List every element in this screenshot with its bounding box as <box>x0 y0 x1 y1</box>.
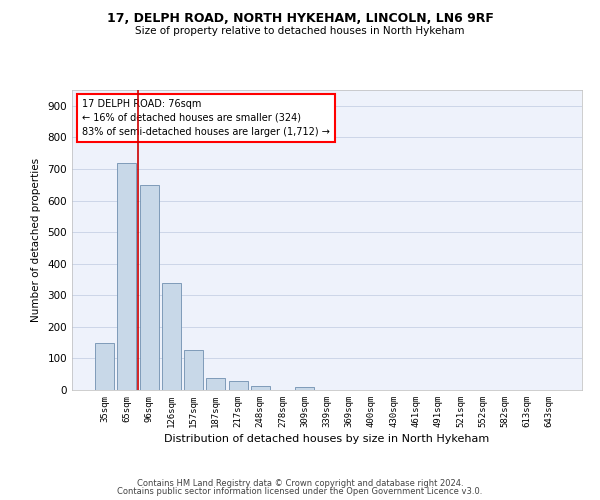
X-axis label: Distribution of detached houses by size in North Hykeham: Distribution of detached houses by size … <box>164 434 490 444</box>
Bar <box>118 162 136 390</box>
Text: Size of property relative to detached houses in North Hykeham: Size of property relative to detached ho… <box>135 26 465 36</box>
Text: Contains public sector information licensed under the Open Government Licence v3: Contains public sector information licen… <box>118 487 482 496</box>
Bar <box>140 184 158 390</box>
Bar <box>229 381 248 390</box>
Y-axis label: Number of detached properties: Number of detached properties <box>31 158 41 322</box>
Bar <box>95 342 114 390</box>
Bar <box>206 378 225 390</box>
Text: 17, DELPH ROAD, NORTH HYKEHAM, LINCOLN, LN6 9RF: 17, DELPH ROAD, NORTH HYKEHAM, LINCOLN, … <box>107 12 493 26</box>
Text: 17 DELPH ROAD: 76sqm
← 16% of detached houses are smaller (324)
83% of semi-deta: 17 DELPH ROAD: 76sqm ← 16% of detached h… <box>82 99 330 137</box>
Bar <box>251 386 270 390</box>
Bar <box>295 387 314 390</box>
Bar <box>184 350 203 390</box>
Text: Contains HM Land Registry data © Crown copyright and database right 2024.: Contains HM Land Registry data © Crown c… <box>137 478 463 488</box>
Bar <box>162 282 181 390</box>
